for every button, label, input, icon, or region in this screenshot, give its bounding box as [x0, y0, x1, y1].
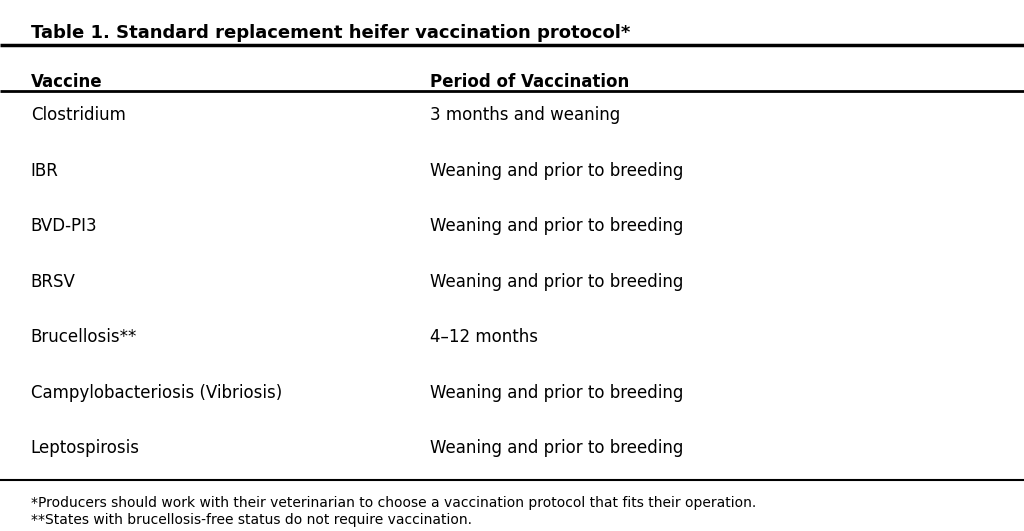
Text: Vaccine: Vaccine: [31, 73, 102, 91]
Text: Period of Vaccination: Period of Vaccination: [430, 73, 630, 91]
Text: Weaning and prior to breeding: Weaning and prior to breeding: [430, 217, 683, 235]
Text: **States with brucellosis-free status do not require vaccination.: **States with brucellosis-free status do…: [31, 513, 472, 527]
Text: Table 1. Standard replacement heifer vaccination protocol*: Table 1. Standard replacement heifer vac…: [31, 24, 630, 42]
Text: BRSV: BRSV: [31, 272, 76, 290]
Text: 3 months and weaning: 3 months and weaning: [430, 106, 621, 124]
Text: Leptospirosis: Leptospirosis: [31, 439, 139, 457]
Text: IBR: IBR: [31, 161, 58, 179]
Text: Weaning and prior to breeding: Weaning and prior to breeding: [430, 161, 683, 179]
Text: Weaning and prior to breeding: Weaning and prior to breeding: [430, 383, 683, 401]
Text: 4–12 months: 4–12 months: [430, 328, 538, 346]
Text: *Producers should work with their veterinarian to choose a vaccination protocol : *Producers should work with their veteri…: [31, 496, 756, 510]
Text: BVD-PI3: BVD-PI3: [31, 217, 97, 235]
Text: Weaning and prior to breeding: Weaning and prior to breeding: [430, 439, 683, 457]
Text: Brucellosis**: Brucellosis**: [31, 328, 137, 346]
Text: Clostridium: Clostridium: [31, 106, 126, 124]
Text: Weaning and prior to breeding: Weaning and prior to breeding: [430, 272, 683, 290]
Text: Campylobacteriosis (Vibriosis): Campylobacteriosis (Vibriosis): [31, 383, 282, 401]
